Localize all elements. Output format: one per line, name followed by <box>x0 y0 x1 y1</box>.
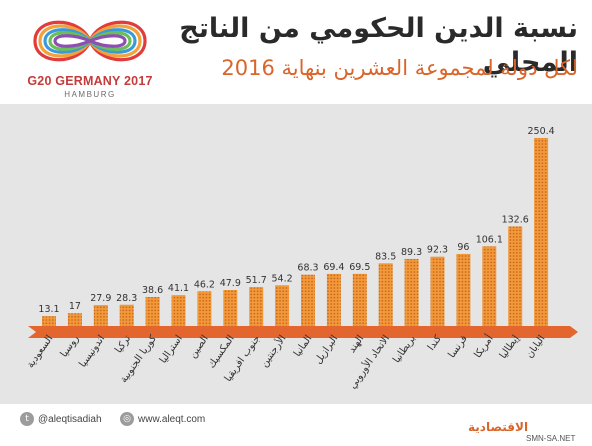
baseline-ribbon <box>28 326 578 338</box>
value-label: 41.1 <box>168 283 189 294</box>
bar <box>352 273 367 326</box>
chart-title: نسبة الدين الحكومي من الناتج المحلي <box>179 13 578 78</box>
bar <box>67 313 82 326</box>
bar <box>119 304 134 326</box>
logo-text: G20 GERMANY 2017 <box>27 74 153 88</box>
bar <box>378 263 393 326</box>
category-label: استراليا <box>158 333 185 365</box>
knot-logo-icon <box>33 20 147 62</box>
value-label: 92.3 <box>427 245 448 256</box>
value-label: 68.3 <box>297 263 318 274</box>
website-link[interactable]: www.aleqt.com <box>138 414 206 425</box>
value-label: 54.2 <box>272 273 293 284</box>
logo-subtext: HAMBURG <box>64 90 116 99</box>
bar <box>223 290 238 326</box>
category-label: البرازيل <box>313 333 341 366</box>
bar <box>326 273 341 326</box>
value-label: 69.4 <box>323 262 344 273</box>
value-label: 132.6 <box>502 214 529 225</box>
bar <box>197 291 212 326</box>
value-label: 27.9 <box>90 293 111 304</box>
bar <box>534 138 549 326</box>
brand-name: الاقتصادية <box>468 420 529 434</box>
value-label: 250.4 <box>527 126 554 137</box>
bar <box>145 297 160 326</box>
footer: t @aleqtisadiah ◎ www.aleqt.com الاقتصاد… <box>0 404 592 446</box>
bar <box>456 253 471 326</box>
bar <box>301 274 315 326</box>
twitter-icon: t <box>20 412 34 426</box>
value-label: 83.5 <box>375 251 396 262</box>
bar <box>275 285 290 326</box>
category-label: السعودية <box>25 333 55 370</box>
credit-text: SMN-SA.NET <box>526 434 576 443</box>
bar <box>482 246 497 326</box>
twitter-handle[interactable]: @aleqtisadiah <box>38 414 102 425</box>
value-label: 106.1 <box>476 234 503 245</box>
bar <box>42 316 56 326</box>
bar <box>404 258 419 326</box>
bar <box>249 287 264 326</box>
value-label: 89.3 <box>401 247 422 258</box>
bar <box>508 226 523 326</box>
chart-subtitle: لكل دولة لمجموعة العشرين بنهاية 2016 <box>221 56 578 80</box>
value-label: 46.2 <box>194 279 215 290</box>
value-label: 38.6 <box>142 285 163 296</box>
header: G20 GERMANY 2017 HAMBURG نسبة الدين الحك… <box>0 0 592 104</box>
bar <box>93 305 108 326</box>
value-label: 28.3 <box>116 293 137 304</box>
bar <box>171 295 186 326</box>
value-label: 17 <box>69 301 81 312</box>
bar-chart: 13.1 17 27.9 28.3 38.6 41.1 46.2 47.9 51.7 54.2 68… <box>25 126 578 391</box>
value-label: 13.1 <box>38 304 59 315</box>
value-label: 96 <box>457 242 469 253</box>
globe-icon: ◎ <box>120 412 134 426</box>
category-label: اندونيسيا <box>77 333 107 369</box>
chart-area: 13.1 17 27.9 28.3 38.6 41.1 46.2 47.9 51.7 54.2 68… <box>0 104 592 404</box>
value-label: 47.9 <box>220 278 241 289</box>
category-label: بريطانيا <box>391 333 418 365</box>
bar <box>430 256 445 326</box>
value-label: 51.7 <box>246 275 267 286</box>
value-label: 69.5 <box>349 262 370 273</box>
g20-logo: G20 GERMANY 2017 HAMBURG <box>10 8 170 104</box>
